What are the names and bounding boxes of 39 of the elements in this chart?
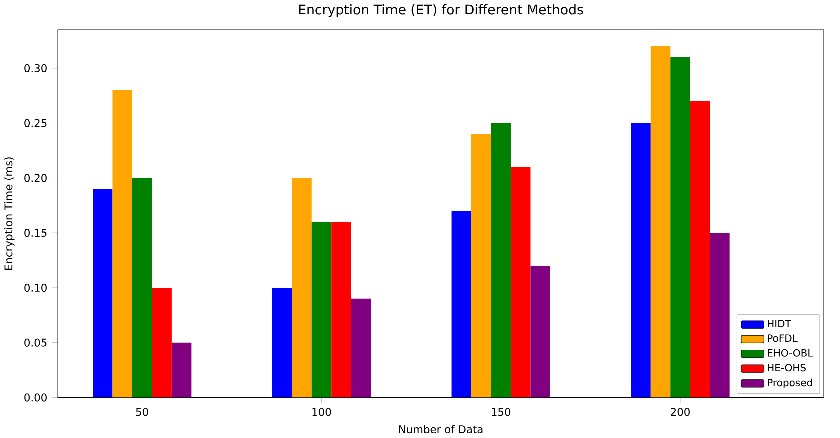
chart-title: Encryption Time (ET) for Different Methods (299, 4, 584, 18)
y-tick-label: 0.10 (24, 284, 47, 292)
bar (332, 222, 352, 398)
bar (690, 101, 710, 398)
x-tick-label: 50 (136, 408, 148, 416)
y-tick-label: 0.30 (24, 64, 47, 72)
bar (710, 233, 730, 398)
legend-label: EHO-OBL (768, 349, 814, 357)
bar (670, 57, 690, 398)
bar (650, 46, 671, 398)
bar (472, 134, 492, 398)
bar (172, 342, 192, 398)
x-tick-label: 150 (492, 408, 511, 416)
bar (132, 178, 152, 398)
x-tick-label: 200 (671, 408, 690, 416)
x-axis-title: Number of Data (399, 425, 483, 434)
y-axis-title: Encryption Time (ms) (4, 158, 15, 270)
bar (351, 298, 372, 398)
bar (93, 189, 113, 398)
y-tick-label: 0.25 (24, 119, 47, 128)
y-tick-label: 0.05 (24, 338, 47, 347)
bar (152, 288, 172, 398)
legend-label: HIDT (768, 320, 792, 328)
bar (112, 90, 132, 398)
y-tick-label: 0.15 (24, 229, 47, 238)
bar (272, 288, 292, 398)
bar (312, 222, 332, 398)
y-tick-label: 0.00 (24, 394, 47, 402)
x-tick-label: 100 (312, 408, 332, 416)
bar (491, 123, 511, 398)
bar (452, 211, 472, 398)
y-tick-label: 0.20 (24, 174, 47, 182)
bar (292, 178, 312, 398)
bar (631, 123, 651, 398)
legend-label: HE-OHS (768, 364, 806, 372)
legend-label: PoFDL (768, 334, 798, 342)
bar (510, 167, 531, 398)
legend-label: Proposed (768, 378, 812, 388)
bar (530, 266, 550, 398)
